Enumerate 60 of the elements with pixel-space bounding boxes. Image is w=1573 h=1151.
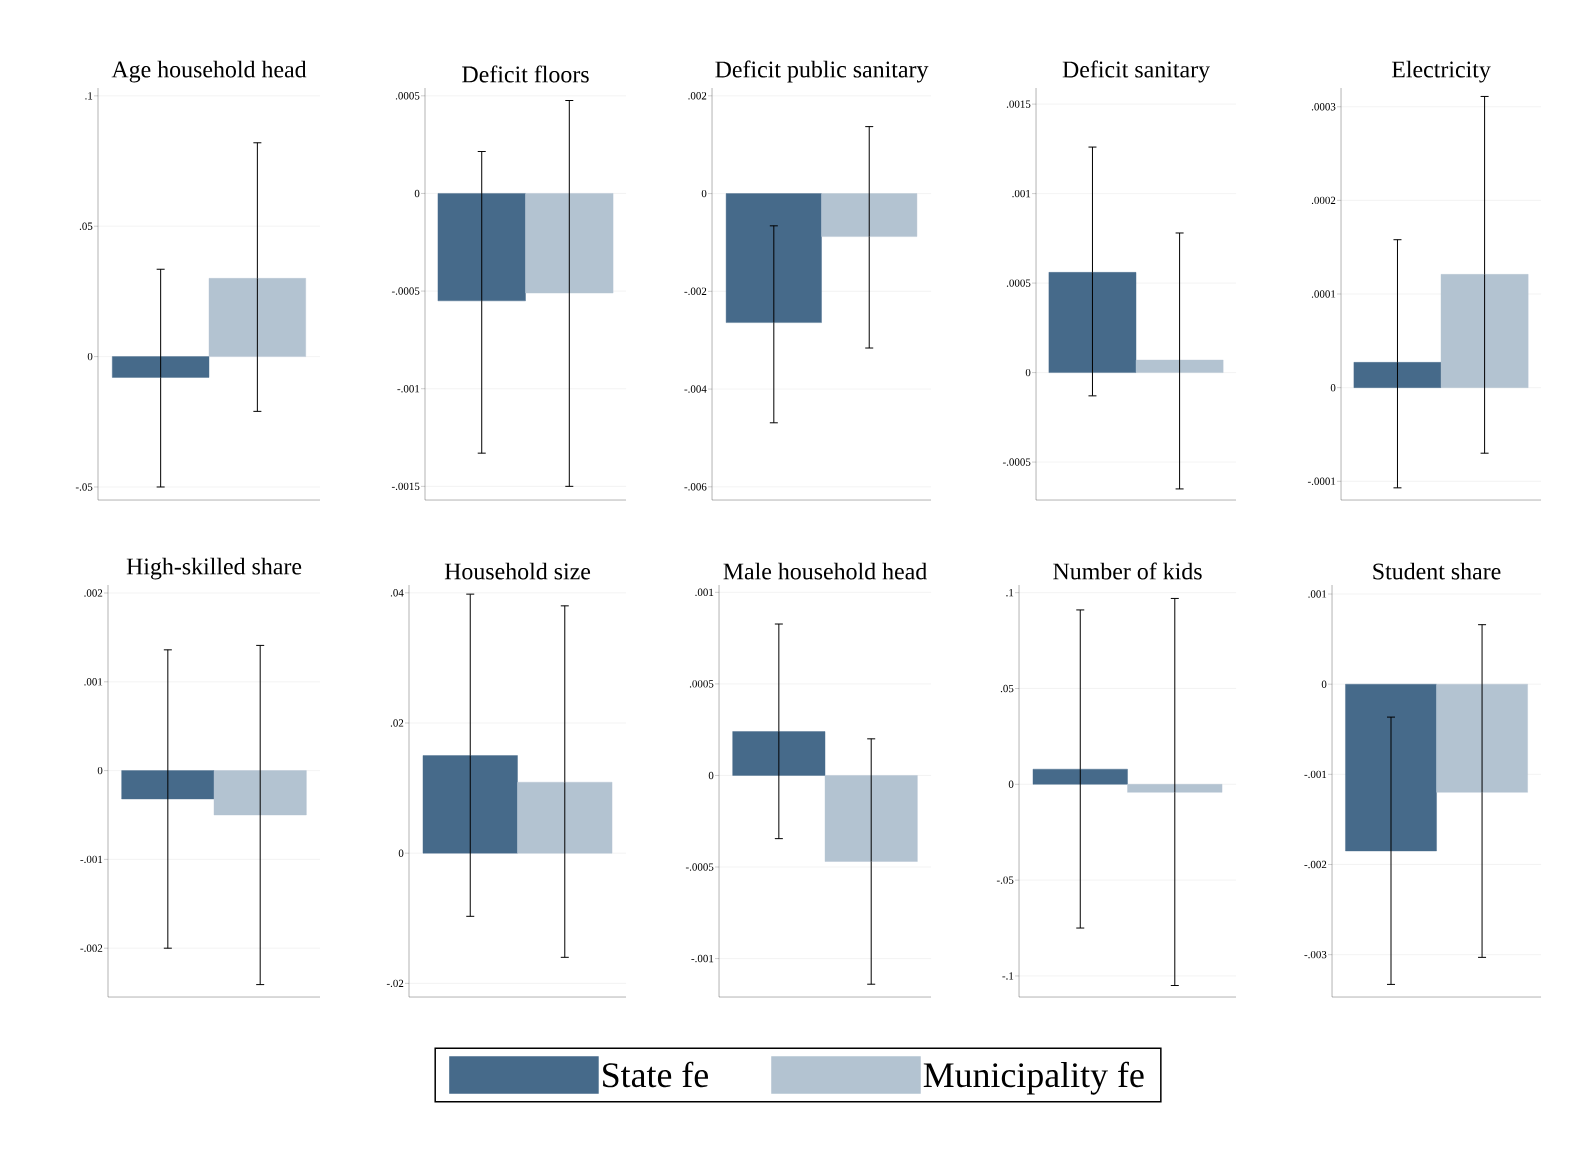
y-tick-label: -.003: [1304, 950, 1327, 959]
legend-label: Municipality fe: [923, 1061, 1144, 1095]
y-tick-label: .04: [390, 589, 404, 597]
y-tick-label: -.002: [80, 944, 103, 952]
y-tick-label: -.0001: [1307, 477, 1336, 486]
y-tick-label: 0: [1330, 383, 1336, 392]
y-tick-label: .002: [688, 92, 707, 100]
y-tick-label: .1: [1006, 588, 1014, 597]
y-tick-label: .0015: [1006, 100, 1031, 108]
y-tick-label: -.001: [80, 855, 103, 864]
y-tick-label: .1: [85, 92, 93, 100]
y-tick-label: .001: [695, 588, 714, 597]
y-tick-label: 0: [414, 189, 420, 198]
y-tick-label: -.05: [75, 483, 93, 491]
y-tick-label: -.006: [684, 483, 707, 491]
chart-title: Age household head: [111, 60, 307, 83]
y-tick-label: -.0015: [391, 482, 420, 491]
y-tick-label: -.1: [1002, 972, 1014, 980]
y-tick-label: -.002: [684, 287, 707, 296]
y-tick-label: .05: [79, 222, 93, 230]
y-tick-label: -.002: [1304, 860, 1327, 869]
legend-label: State fe: [603, 1061, 708, 1088]
y-tick-label: -.05: [996, 876, 1014, 884]
y-tick-label: 0: [1321, 680, 1327, 688]
y-tick-label: 0: [708, 771, 714, 780]
y-tick-label: 0: [1008, 780, 1014, 789]
chart-title: Deficit sanitary: [1062, 60, 1210, 83]
chart-title: Household size: [444, 562, 591, 580]
y-tick-label: .0001: [1311, 290, 1336, 298]
y-tick-label: -.0005: [1002, 458, 1031, 466]
chart-title: High-skilled share: [126, 557, 302, 580]
chart-title: Number of kids: [1053, 562, 1202, 580]
y-tick-label: .05: [1000, 684, 1014, 693]
y-tick-label: 0: [87, 352, 93, 361]
y-tick-label: 0: [701, 189, 707, 198]
y-tick-label: .0005: [1006, 279, 1031, 287]
y-tick-label: .001: [1012, 189, 1031, 198]
y-tick-label: .0005: [689, 680, 714, 688]
y-tick-label: -.001: [691, 954, 714, 963]
y-tick-label: -.001: [397, 385, 420, 393]
y-tick-label: .0002: [1311, 196, 1336, 205]
chart-title: Male household head: [723, 562, 927, 580]
y-tick-label: -.0005: [685, 863, 714, 871]
chart-title: Electricity: [1391, 60, 1491, 83]
y-tick-label: 0: [398, 849, 404, 857]
chart-title: Student share: [1373, 562, 1501, 580]
y-tick-label: .001: [84, 678, 103, 686]
y-tick-label: .0005: [395, 92, 420, 100]
y-tick-label: 0: [97, 766, 103, 775]
y-tick-label: .0003: [1311, 103, 1336, 111]
y-tick-label: -.004: [684, 385, 707, 393]
y-tick-label: 0: [1025, 368, 1031, 377]
y-tick-label: -.001: [1304, 770, 1327, 779]
chart-title: Deficit public sanitary: [715, 60, 929, 83]
y-tick-label: .001: [1308, 590, 1327, 598]
y-tick-label: .02: [390, 719, 404, 727]
y-tick-label: -.0005: [391, 287, 420, 295]
chart-title: Deficit floors: [462, 65, 589, 83]
y-tick-label: .002: [84, 589, 103, 597]
y-tick-label: -.02: [386, 979, 404, 988]
